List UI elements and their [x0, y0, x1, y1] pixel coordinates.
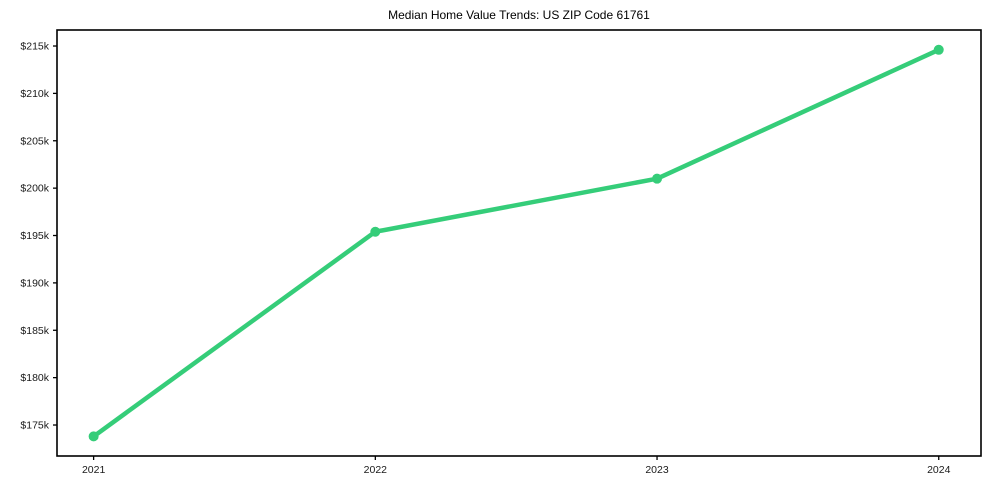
y-tick-label: $180k: [20, 372, 49, 384]
chart-title: Median Home Value Trends: US ZIP Code 61…: [388, 8, 650, 22]
y-tick-label: $175k: [20, 420, 49, 432]
y-tick-label: $210k: [20, 88, 49, 100]
data-point-marker-2023: [652, 173, 663, 184]
x-tick-label: 2023: [645, 464, 669, 476]
data-point-marker-2022: [370, 226, 381, 237]
x-tick-label: 2024: [927, 464, 951, 476]
data-point-marker-2021: [88, 431, 99, 442]
y-tick-label: $190k: [20, 277, 49, 289]
y-tick-label: $185k: [20, 325, 49, 337]
x-tick-label: 2021: [82, 464, 106, 476]
y-tick-label: $215k: [20, 41, 49, 53]
y-tick-label: $200k: [20, 183, 49, 195]
plot-border: [56, 29, 982, 457]
trend-line: [91, 47, 941, 439]
y-tick-label: $205k: [20, 135, 49, 147]
x-tick-label: 2022: [364, 464, 388, 476]
data-point-marker-2024: [933, 44, 944, 55]
y-tick-label: $195k: [20, 230, 49, 242]
